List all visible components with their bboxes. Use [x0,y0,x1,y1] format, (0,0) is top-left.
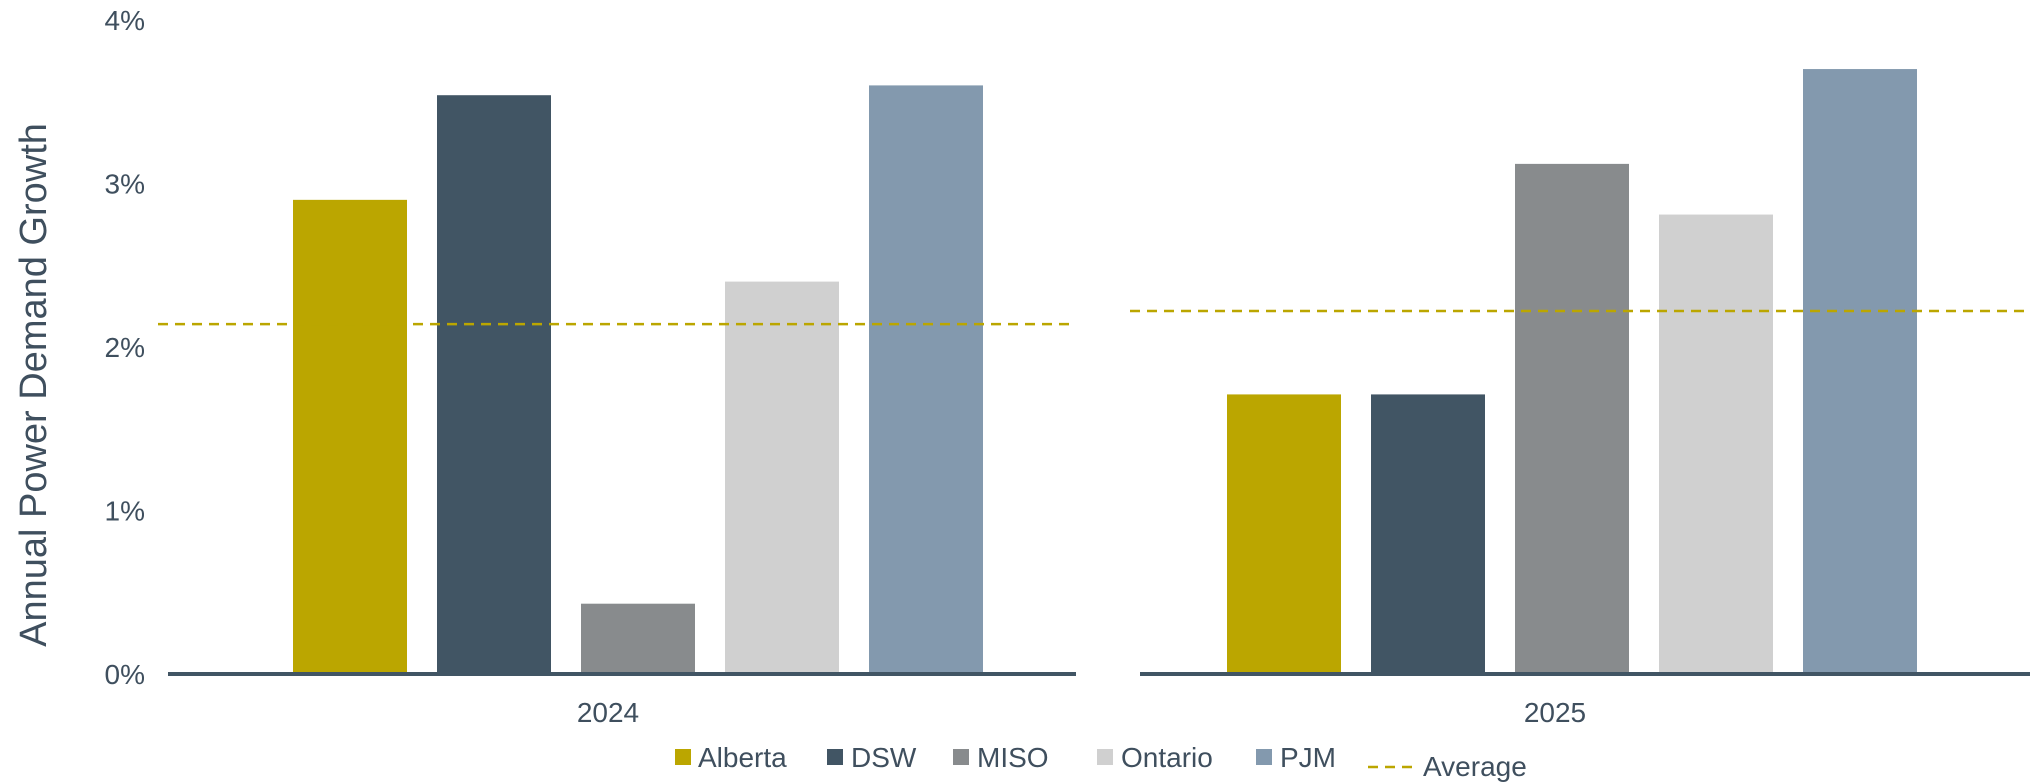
legend-swatch [675,749,691,765]
legend-item-dsw: DSW [827,742,917,773]
legend-label: Alberta [698,742,787,773]
chart-panels: 2024 2025 [158,69,2030,728]
bar-2025-miso [1515,163,1629,674]
y-tick-label: 3% [105,169,145,200]
legend-label: PJM [1280,742,1336,773]
legend-swatch [1256,749,1272,765]
y-tick-label: 1% [105,496,145,527]
legend-item-average: Average [1368,751,1527,782]
legend-label: DSW [851,742,917,773]
legend-item-miso: MISO [953,742,1049,773]
bar-2025-alberta [1227,394,1341,674]
bar-2024-dsw [437,95,551,674]
y-tick-label: 0% [105,659,145,690]
bar-2025-ontario [1659,214,1773,674]
bar-2025-dsw [1371,394,1485,674]
x-category-label: 2024 [577,697,639,728]
bar-2025-pjm [1803,69,1917,675]
bar-2024-pjm [869,85,983,674]
legend-swatch [1097,749,1113,765]
legend-swatch [953,749,969,765]
bar-2024-ontario [725,281,839,674]
y-tick-label: 2% [105,332,145,363]
legend-swatch [827,749,843,765]
legend-item-pjm: PJM [1256,742,1336,773]
bar-2024-miso [581,603,695,674]
y-tick-labels: 0% 1% 2% 3% 4% [105,5,145,690]
y-tick-label: 4% [105,5,145,36]
panel-2024: 2024 [158,85,1076,728]
legend: Alberta DSW MISO Ontario PJM Average [675,742,1527,782]
bar-2024-alberta [293,199,407,674]
legend-label: Average [1423,751,1527,782]
panel-2025: 2025 [1130,69,2030,728]
y-axis-label: Annual Power Demand Growth [13,123,55,647]
legend-label: Ontario [1121,742,1213,773]
legend-item-alberta: Alberta [675,742,787,773]
legend-item-ontario: Ontario [1097,742,1213,773]
x-category-label: 2025 [1524,697,1586,728]
legend-label: MISO [977,742,1049,773]
